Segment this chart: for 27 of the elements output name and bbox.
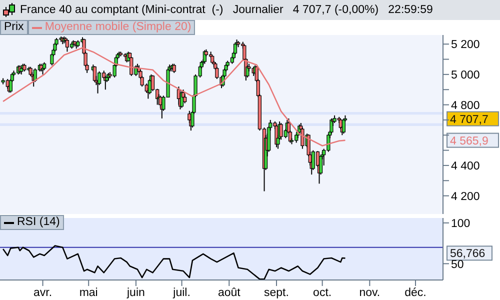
x-tick-label: oct.: [313, 287, 332, 300]
x-tick-label: mai: [79, 287, 98, 300]
text: 4 707,7: [450, 114, 488, 126]
y-tick-label: 4 400: [451, 160, 480, 173]
candlestick: [183, 94, 187, 104]
line-series: [2, 245, 346, 280]
x-tick-label: avr.: [34, 287, 52, 300]
x-tick-label: juin: [126, 287, 145, 300]
x-tick-label: sept.: [264, 287, 289, 300]
y-tick-label: 5 000: [451, 70, 480, 82]
text: Prix: [0, 20, 28, 35]
legend-label: Moyenne mobile (Simple 20): [28, 20, 196, 35]
x-tick-label: nov.: [359, 287, 380, 300]
candlestick: [53, 42, 57, 52]
text: 4 565,9: [450, 135, 488, 148]
x-tick-label: juil.: [172, 287, 190, 300]
chart-title: France 40 au comptant (Mini-contrat (-) Journalier 4 707,7 (-0,00%) 22:59:59: [20, 4, 433, 16]
text: 56,766: [450, 248, 486, 260]
y-tick-label: 4 200: [451, 190, 480, 203]
y-tick-label: 4 800: [451, 100, 480, 112]
candlestick: [233, 42, 238, 56]
x-tick-label: août: [218, 287, 242, 300]
legend-label: RSI (14): [0, 215, 64, 230]
y-tick-label: 50: [451, 258, 464, 271]
x-tick-label: déc.: [404, 287, 426, 300]
y-tick-label: 100: [451, 218, 470, 230]
y-tick-label: 5 200: [451, 39, 480, 52]
